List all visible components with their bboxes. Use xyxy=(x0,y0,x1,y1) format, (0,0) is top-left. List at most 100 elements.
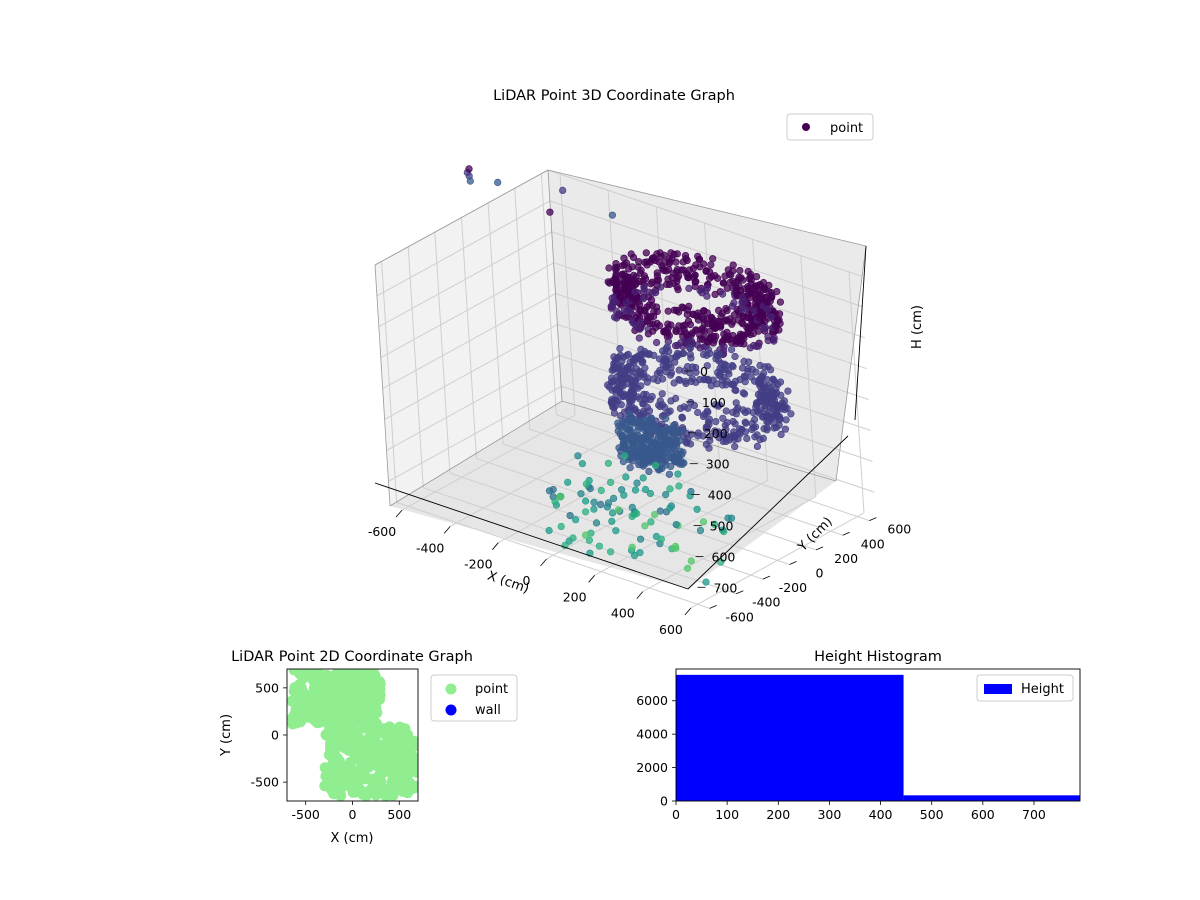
point-3d xyxy=(574,452,582,460)
point-3d xyxy=(742,419,750,427)
point-2d xyxy=(405,736,417,748)
point-3d xyxy=(766,366,775,374)
x-tick-label-3d: -400 xyxy=(416,540,444,555)
point-3d xyxy=(606,548,615,556)
x-tick-label-2d: 0 xyxy=(349,807,357,822)
point-3d xyxy=(763,424,771,432)
scatter3d-chart: LiDAR Point 3D Coordinate Graph -600-400… xyxy=(368,88,925,637)
point-3d xyxy=(729,261,737,269)
y-tick-label-2d: 500 xyxy=(255,680,279,695)
point-3d xyxy=(692,278,700,286)
point-3d xyxy=(636,535,645,543)
point-3d xyxy=(617,401,625,409)
point-3d xyxy=(655,258,663,266)
x-tick-label-3d: 0 xyxy=(523,573,531,588)
point-3d xyxy=(763,306,772,314)
point-3d xyxy=(703,407,711,415)
point-3d xyxy=(675,482,683,490)
point-3d xyxy=(669,422,678,430)
x-tick-label-2d: 500 xyxy=(387,807,411,822)
point-3d xyxy=(687,557,695,565)
point-3d xyxy=(557,522,565,531)
h-tick-label-3d: 100 xyxy=(702,395,726,410)
point-3d xyxy=(637,371,646,379)
point-2d xyxy=(307,674,319,686)
point-2d xyxy=(384,722,396,734)
point-3d xyxy=(770,334,778,342)
point-3d xyxy=(699,518,708,526)
legend-marker-height xyxy=(984,684,1012,694)
point-3d xyxy=(566,511,574,520)
point-3d xyxy=(730,299,738,307)
point-3d xyxy=(641,395,649,403)
point-3d xyxy=(666,485,674,493)
point-3d xyxy=(683,564,692,572)
point-2d xyxy=(342,759,354,771)
point-3d xyxy=(757,388,765,396)
point-3d xyxy=(673,250,681,258)
legend-label-height: Height xyxy=(1021,682,1064,697)
point-3d xyxy=(713,349,721,357)
point-3d xyxy=(596,501,605,509)
yaxis-label-2d: Y (cm) xyxy=(219,714,234,757)
point-3d xyxy=(650,351,658,360)
point-3d xyxy=(684,435,692,443)
point-2d xyxy=(344,669,356,677)
point-3d xyxy=(718,290,727,298)
point-2d xyxy=(393,726,405,738)
point-3d xyxy=(638,440,646,448)
point-3d xyxy=(706,437,714,445)
point-2d xyxy=(369,779,381,791)
legend-marker-point-2d xyxy=(445,683,457,695)
grid-y-wall xyxy=(514,188,531,430)
point-3d xyxy=(631,288,639,296)
x-tick-label-hist: 200 xyxy=(766,807,790,822)
point-3d xyxy=(685,302,693,311)
x-tick-label-hist: 300 xyxy=(817,807,841,822)
point-3d xyxy=(641,485,650,494)
point-3d xyxy=(578,460,587,468)
point-3d xyxy=(665,347,673,356)
x-tick-mark-3d xyxy=(492,542,499,550)
y-tick-label-3d: 400 xyxy=(861,536,885,551)
x-tick-mark-3d xyxy=(443,526,451,534)
y-tick-label-2d: -500 xyxy=(251,775,279,790)
point-3d xyxy=(787,410,795,418)
point-3d xyxy=(775,310,784,318)
point-3d xyxy=(782,416,790,424)
point-3d xyxy=(745,284,753,292)
point-3d xyxy=(659,458,668,467)
plot-frame-hist xyxy=(675,668,1081,802)
point-2d xyxy=(358,722,370,734)
legend-3d-frame xyxy=(786,113,874,141)
point-3d xyxy=(658,401,667,409)
point-3d xyxy=(716,323,725,331)
y-tick-mark-3d xyxy=(762,575,771,580)
y-tick-mark-3d xyxy=(789,561,797,565)
point-3d xyxy=(664,307,672,315)
point-3d xyxy=(672,258,680,266)
point-3d xyxy=(672,544,680,552)
point-3d xyxy=(559,186,567,194)
point-3d xyxy=(743,434,751,443)
point-3d xyxy=(776,298,785,306)
legend-label-wall-2d: wall xyxy=(475,703,501,718)
point-3d xyxy=(667,321,675,329)
point-3d xyxy=(621,452,629,460)
point-2d xyxy=(328,739,340,751)
point-2d xyxy=(303,708,315,720)
point-3d xyxy=(707,261,715,269)
point-3d xyxy=(569,534,577,542)
point-3d xyxy=(606,478,615,487)
point-3d xyxy=(719,279,728,287)
point-3d xyxy=(760,325,768,333)
h-tick-label-3d: 0 xyxy=(700,364,708,379)
point-2d xyxy=(327,701,339,712)
point-3d xyxy=(674,272,683,280)
x-tick-label-3d: -200 xyxy=(464,557,492,572)
point-3d xyxy=(673,283,681,291)
point-3d xyxy=(727,345,736,354)
grid-y-floor xyxy=(423,487,737,595)
point-3d xyxy=(571,516,580,524)
